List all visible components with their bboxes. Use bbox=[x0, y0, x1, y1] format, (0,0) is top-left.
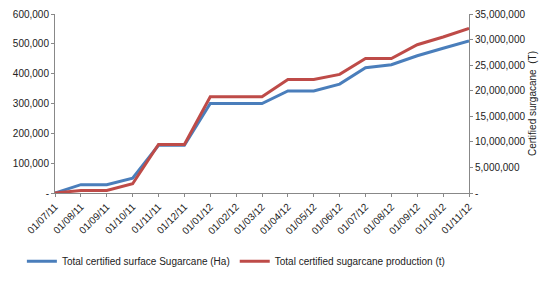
svg-text:500,000: 500,000 bbox=[13, 38, 50, 49]
svg-text:Total certified surface Sugarc: Total certified surface Sugarcane (Ha) bbox=[62, 256, 230, 267]
svg-text:600,000: 600,000 bbox=[13, 9, 50, 20]
svg-text:01/12/11: 01/12/11 bbox=[155, 201, 190, 236]
svg-text:5,000,000: 5,000,000 bbox=[475, 162, 520, 173]
svg-text:100,000: 100,000 bbox=[13, 158, 50, 169]
svg-text:10,000,000: 10,000,000 bbox=[475, 136, 525, 147]
svg-text:01/01/12: 01/01/12 bbox=[180, 201, 216, 237]
svg-text:01/02/12: 01/02/12 bbox=[206, 201, 242, 237]
svg-text:01/08/12: 01/08/12 bbox=[361, 201, 397, 237]
svg-text:01/07/12: 01/07/12 bbox=[335, 201, 371, 237]
svg-text:-: - bbox=[46, 188, 49, 199]
svg-text:01/06/12: 01/06/12 bbox=[309, 201, 345, 237]
svg-text:25,000,000: 25,000,000 bbox=[475, 60, 525, 71]
svg-text:01/09/12: 01/09/12 bbox=[387, 201, 423, 237]
svg-text:01/08/11: 01/08/11 bbox=[51, 201, 86, 236]
svg-text:01/11/11: 01/11/11 bbox=[129, 201, 164, 236]
svg-text:01/03/12: 01/03/12 bbox=[232, 201, 268, 237]
svg-text:01/10/11: 01/10/11 bbox=[103, 201, 138, 236]
svg-text:01/09/11: 01/09/11 bbox=[77, 201, 112, 236]
svg-text:Total certified sugarcane prod: Total certified sugarcane production (t) bbox=[275, 256, 445, 267]
svg-text:01/10/12: 01/10/12 bbox=[413, 201, 449, 237]
svg-text:20,000,000: 20,000,000 bbox=[475, 85, 525, 96]
svg-text:01/04/12: 01/04/12 bbox=[258, 201, 294, 237]
svg-text:400,000: 400,000 bbox=[13, 68, 50, 79]
svg-text:01/05/12: 01/05/12 bbox=[283, 201, 319, 237]
svg-text:Certified surgacane (T): Certified surgacane (T) bbox=[527, 51, 538, 156]
svg-text:01/11/12: 01/11/12 bbox=[439, 201, 474, 236]
svg-text:-: - bbox=[475, 188, 478, 199]
svg-text:300,000: 300,000 bbox=[13, 98, 50, 109]
svg-text:15,000,000: 15,000,000 bbox=[475, 111, 525, 122]
svg-text:01/07/11: 01/07/11 bbox=[25, 201, 60, 236]
svg-text:30,000,000: 30,000,000 bbox=[475, 34, 525, 45]
svg-text:35,000,000: 35,000,000 bbox=[475, 9, 525, 20]
svg-text:200,000: 200,000 bbox=[13, 128, 50, 139]
